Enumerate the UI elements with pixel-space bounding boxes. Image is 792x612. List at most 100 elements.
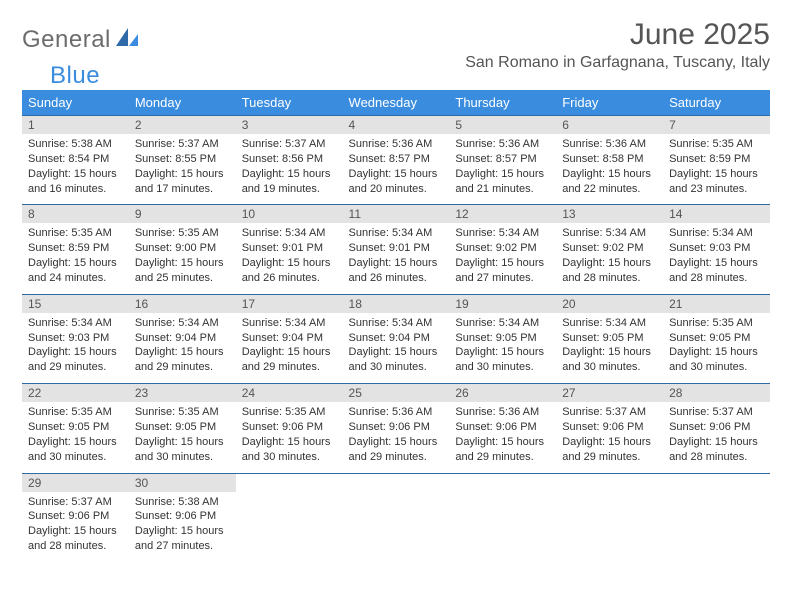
sunrise-line: Sunrise: 5:38 AM — [135, 495, 230, 510]
day-number: 19 — [449, 295, 556, 313]
day-details: Sunrise: 5:36 AMSunset: 9:06 PMDaylight:… — [343, 402, 450, 472]
day-details: Sunrise: 5:37 AMSunset: 8:56 PMDaylight:… — [236, 134, 343, 204]
day-cell: 27Sunrise: 5:37 AMSunset: 9:06 PMDayligh… — [556, 384, 663, 473]
daylight-line: Daylight: 15 hours and 30 minutes. — [28, 435, 123, 465]
day-header: Thursday — [449, 90, 556, 116]
day-details: Sunrise: 5:34 AMSunset: 9:02 PMDaylight:… — [449, 223, 556, 293]
day-details: Sunrise: 5:34 AMSunset: 9:02 PMDaylight:… — [556, 223, 663, 293]
daylight-line: Daylight: 15 hours and 26 minutes. — [242, 256, 337, 286]
daylight-line: Daylight: 15 hours and 29 minutes. — [242, 345, 337, 375]
day-cell: 11Sunrise: 5:34 AMSunset: 9:01 PMDayligh… — [343, 205, 450, 294]
day-cell: . — [449, 473, 556, 562]
day-cell: 10Sunrise: 5:34 AMSunset: 9:01 PMDayligh… — [236, 205, 343, 294]
sunset-line: Sunset: 8:58 PM — [562, 152, 657, 167]
day-cell: 21Sunrise: 5:35 AMSunset: 9:05 PMDayligh… — [663, 294, 770, 383]
calendar-table: SundayMondayTuesdayWednesdayThursdayFrid… — [22, 90, 770, 562]
day-cell: 15Sunrise: 5:34 AMSunset: 9:03 PMDayligh… — [22, 294, 129, 383]
day-number: 1 — [22, 116, 129, 134]
week-row: 29Sunrise: 5:37 AMSunset: 9:06 PMDayligh… — [22, 473, 770, 562]
day-cell: 6Sunrise: 5:36 AMSunset: 8:58 PMDaylight… — [556, 116, 663, 205]
day-number: 2 — [129, 116, 236, 134]
day-number: 18 — [343, 295, 450, 313]
sunrise-line: Sunrise: 5:34 AM — [28, 316, 123, 331]
day-header-row: SundayMondayTuesdayWednesdayThursdayFrid… — [22, 90, 770, 116]
sunset-line: Sunset: 8:55 PM — [135, 152, 230, 167]
day-number: 11 — [343, 205, 450, 223]
daylight-line: Daylight: 15 hours and 30 minutes. — [562, 345, 657, 375]
day-number: 21 — [663, 295, 770, 313]
day-details: Sunrise: 5:36 AMSunset: 9:06 PMDaylight:… — [449, 402, 556, 472]
day-cell: 9Sunrise: 5:35 AMSunset: 9:00 PMDaylight… — [129, 205, 236, 294]
sunrise-line: Sunrise: 5:34 AM — [242, 316, 337, 331]
day-number: 22 — [22, 384, 129, 402]
calendar-body: 1Sunrise: 5:38 AMSunset: 8:54 PMDaylight… — [22, 116, 770, 562]
sunrise-line: Sunrise: 5:36 AM — [455, 405, 550, 420]
day-number: 5 — [449, 116, 556, 134]
daylight-line: Daylight: 15 hours and 26 minutes. — [349, 256, 444, 286]
day-cell: 17Sunrise: 5:34 AMSunset: 9:04 PMDayligh… — [236, 294, 343, 383]
daylight-line: Daylight: 15 hours and 20 minutes. — [349, 167, 444, 197]
day-details: Sunrise: 5:34 AMSunset: 9:05 PMDaylight:… — [556, 313, 663, 383]
week-row: 1Sunrise: 5:38 AMSunset: 8:54 PMDaylight… — [22, 116, 770, 205]
daylight-line: Daylight: 15 hours and 17 minutes. — [135, 167, 230, 197]
daylight-line: Daylight: 15 hours and 30 minutes. — [135, 435, 230, 465]
day-cell: 3Sunrise: 5:37 AMSunset: 8:56 PMDaylight… — [236, 116, 343, 205]
sunrise-line: Sunrise: 5:34 AM — [562, 316, 657, 331]
day-cell: . — [236, 473, 343, 562]
sunrise-line: Sunrise: 5:34 AM — [455, 316, 550, 331]
daylight-line: Daylight: 15 hours and 16 minutes. — [28, 167, 123, 197]
daylight-line: Daylight: 15 hours and 19 minutes. — [242, 167, 337, 197]
sunset-line: Sunset: 9:00 PM — [135, 241, 230, 256]
day-details: Sunrise: 5:35 AMSunset: 9:05 PMDaylight:… — [129, 402, 236, 472]
day-number: 28 — [663, 384, 770, 402]
day-details: Sunrise: 5:34 AMSunset: 9:03 PMDaylight:… — [663, 223, 770, 293]
sunrise-line: Sunrise: 5:35 AM — [135, 226, 230, 241]
daylight-line: Daylight: 15 hours and 30 minutes. — [242, 435, 337, 465]
sunset-line: Sunset: 9:06 PM — [349, 420, 444, 435]
location-subtitle: San Romano in Garfagnana, Tuscany, Italy — [465, 54, 770, 72]
sunrise-line: Sunrise: 5:35 AM — [242, 405, 337, 420]
day-cell: 18Sunrise: 5:34 AMSunset: 9:04 PMDayligh… — [343, 294, 450, 383]
daylight-line: Daylight: 15 hours and 28 minutes. — [669, 256, 764, 286]
daylight-line: Daylight: 15 hours and 30 minutes. — [349, 345, 444, 375]
sunrise-line: Sunrise: 5:37 AM — [135, 137, 230, 152]
day-header: Tuesday — [236, 90, 343, 116]
week-row: 15Sunrise: 5:34 AMSunset: 9:03 PMDayligh… — [22, 294, 770, 383]
day-details: Sunrise: 5:34 AMSunset: 9:01 PMDaylight:… — [343, 223, 450, 293]
day-details: Sunrise: 5:34 AMSunset: 9:03 PMDaylight:… — [22, 313, 129, 383]
day-cell: 26Sunrise: 5:36 AMSunset: 9:06 PMDayligh… — [449, 384, 556, 473]
sunset-line: Sunset: 8:54 PM — [28, 152, 123, 167]
day-header: Saturday — [663, 90, 770, 116]
day-cell: 20Sunrise: 5:34 AMSunset: 9:05 PMDayligh… — [556, 294, 663, 383]
week-row: 22Sunrise: 5:35 AMSunset: 9:05 PMDayligh… — [22, 384, 770, 473]
sunset-line: Sunset: 9:06 PM — [135, 509, 230, 524]
day-cell: 8Sunrise: 5:35 AMSunset: 8:59 PMDaylight… — [22, 205, 129, 294]
day-number: 7 — [663, 116, 770, 134]
sunset-line: Sunset: 9:06 PM — [455, 420, 550, 435]
day-number: 30 — [129, 474, 236, 492]
daylight-line: Daylight: 15 hours and 25 minutes. — [135, 256, 230, 286]
day-cell: 14Sunrise: 5:34 AMSunset: 9:03 PMDayligh… — [663, 205, 770, 294]
sunrise-line: Sunrise: 5:34 AM — [349, 316, 444, 331]
sunrise-line: Sunrise: 5:35 AM — [669, 316, 764, 331]
sunset-line: Sunset: 8:57 PM — [349, 152, 444, 167]
day-details: Sunrise: 5:37 AMSunset: 9:06 PMDaylight:… — [663, 402, 770, 472]
daylight-line: Daylight: 15 hours and 21 minutes. — [455, 167, 550, 197]
day-cell: 7Sunrise: 5:35 AMSunset: 8:59 PMDaylight… — [663, 116, 770, 205]
sunset-line: Sunset: 9:05 PM — [135, 420, 230, 435]
day-number: 16 — [129, 295, 236, 313]
day-details: Sunrise: 5:35 AMSunset: 9:05 PMDaylight:… — [663, 313, 770, 383]
day-details: Sunrise: 5:35 AMSunset: 9:05 PMDaylight:… — [22, 402, 129, 472]
sunset-line: Sunset: 9:01 PM — [242, 241, 337, 256]
sunset-line: Sunset: 9:04 PM — [242, 331, 337, 346]
day-details: Sunrise: 5:37 AMSunset: 8:55 PMDaylight:… — [129, 134, 236, 204]
day-details: Sunrise: 5:37 AMSunset: 9:06 PMDaylight:… — [556, 402, 663, 472]
daylight-line: Daylight: 15 hours and 24 minutes. — [28, 256, 123, 286]
day-header: Wednesday — [343, 90, 450, 116]
day-number: 8 — [22, 205, 129, 223]
day-cell: 13Sunrise: 5:34 AMSunset: 9:02 PMDayligh… — [556, 205, 663, 294]
day-details: Sunrise: 5:35 AMSunset: 8:59 PMDaylight:… — [22, 223, 129, 293]
daylight-line: Daylight: 15 hours and 22 minutes. — [562, 167, 657, 197]
day-number: 20 — [556, 295, 663, 313]
day-details: Sunrise: 5:35 AMSunset: 9:00 PMDaylight:… — [129, 223, 236, 293]
